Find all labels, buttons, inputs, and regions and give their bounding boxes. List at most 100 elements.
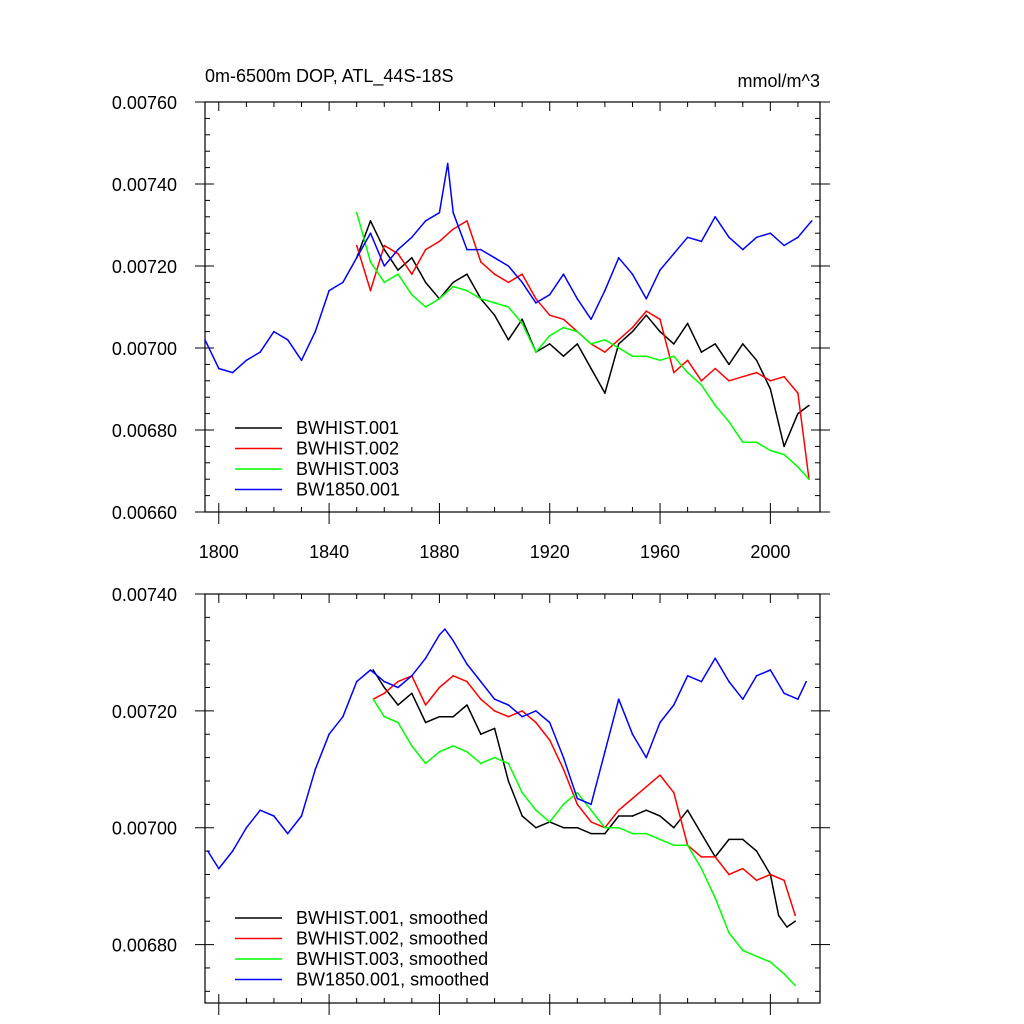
data-point	[466, 220, 468, 222]
data-point	[217, 867, 220, 870]
data-point	[604, 339, 606, 341]
data-point	[700, 351, 703, 353]
data-point	[659, 721, 661, 724]
data-point	[810, 220, 813, 222]
data-point	[273, 330, 275, 333]
data-point	[411, 293, 413, 296]
data-point	[686, 371, 689, 374]
data-point	[411, 692, 413, 695]
data-point	[700, 832, 703, 835]
data-point	[645, 786, 648, 788]
y-tick-label: 0.00700	[112, 819, 177, 839]
data-point	[755, 955, 758, 958]
data-point	[604, 392, 606, 394]
data-point	[424, 721, 427, 724]
series-line-bwhist-003	[355, 212, 810, 480]
data-point	[424, 704, 427, 706]
data-point	[314, 768, 317, 771]
data-point	[604, 351, 606, 353]
data-point	[507, 780, 510, 782]
data-point	[741, 838, 744, 841]
data-point	[521, 273, 523, 276]
data-point	[728, 363, 730, 366]
data-point	[466, 273, 468, 276]
data-point	[769, 380, 772, 382]
x-tick-label: 1920	[530, 542, 570, 562]
data-point	[617, 257, 620, 259]
data-point	[741, 698, 744, 700]
data-point	[659, 269, 661, 271]
data-point	[769, 388, 772, 390]
data-point	[383, 265, 386, 267]
data-point	[452, 675, 455, 677]
data-point	[521, 710, 523, 712]
data-point	[355, 257, 358, 259]
series-line-bw1850-001	[207, 628, 807, 870]
data-point	[617, 826, 620, 829]
data-point	[314, 330, 317, 333]
data-point	[769, 449, 772, 452]
data-point	[411, 273, 413, 276]
data-point	[631, 273, 634, 276]
y-tick-label: 0.00700	[112, 339, 177, 359]
data-point	[452, 228, 455, 230]
data-point	[645, 310, 648, 312]
data-point	[383, 680, 386, 683]
data-point	[446, 162, 449, 165]
data-point	[535, 710, 537, 712]
data-point	[617, 339, 620, 341]
data-point	[673, 252, 675, 255]
data-point	[714, 856, 717, 858]
data-point	[342, 715, 344, 718]
data-point	[548, 334, 551, 337]
data-point	[397, 252, 399, 255]
data-point	[604, 832, 606, 835]
data-point	[794, 984, 796, 987]
data-point	[493, 710, 496, 712]
data-point	[783, 244, 785, 247]
data-point	[631, 733, 634, 736]
data-point	[259, 351, 261, 353]
data-point	[617, 343, 620, 345]
data-point	[548, 343, 551, 345]
data-point	[383, 244, 386, 247]
data-point	[444, 628, 446, 630]
data-point	[590, 803, 592, 806]
data-point	[686, 322, 689, 325]
data-point	[548, 721, 551, 724]
data-point	[562, 273, 565, 276]
data-point	[631, 815, 634, 817]
data-point	[397, 273, 399, 276]
data-point	[617, 698, 620, 700]
data-point	[397, 704, 399, 706]
data-point	[369, 220, 372, 222]
data-point	[797, 698, 799, 700]
data-point	[507, 715, 510, 718]
data-point	[507, 339, 510, 341]
data-point	[808, 478, 810, 481]
data-point	[576, 826, 579, 829]
data-point	[794, 914, 796, 917]
data-point	[548, 739, 551, 741]
data-point	[411, 745, 413, 747]
data-point	[548, 314, 551, 317]
data-point	[755, 441, 758, 444]
data-point	[466, 663, 468, 665]
data-point	[617, 809, 620, 811]
y-tick-label: 0.00740	[112, 585, 177, 605]
data-point	[452, 639, 455, 642]
data-point	[548, 821, 551, 823]
data-point	[786, 926, 788, 928]
data-point	[659, 330, 661, 333]
data-point	[714, 897, 717, 899]
data-point	[576, 803, 579, 806]
data-point	[714, 216, 717, 218]
data-point	[424, 306, 427, 308]
data-point	[548, 293, 551, 296]
legend-label: BWHIST.002, smoothed	[296, 929, 488, 949]
data-point	[383, 715, 386, 718]
data-point	[479, 733, 482, 736]
data-point	[794, 920, 796, 922]
data-point	[673, 355, 675, 358]
data-point	[714, 343, 717, 345]
